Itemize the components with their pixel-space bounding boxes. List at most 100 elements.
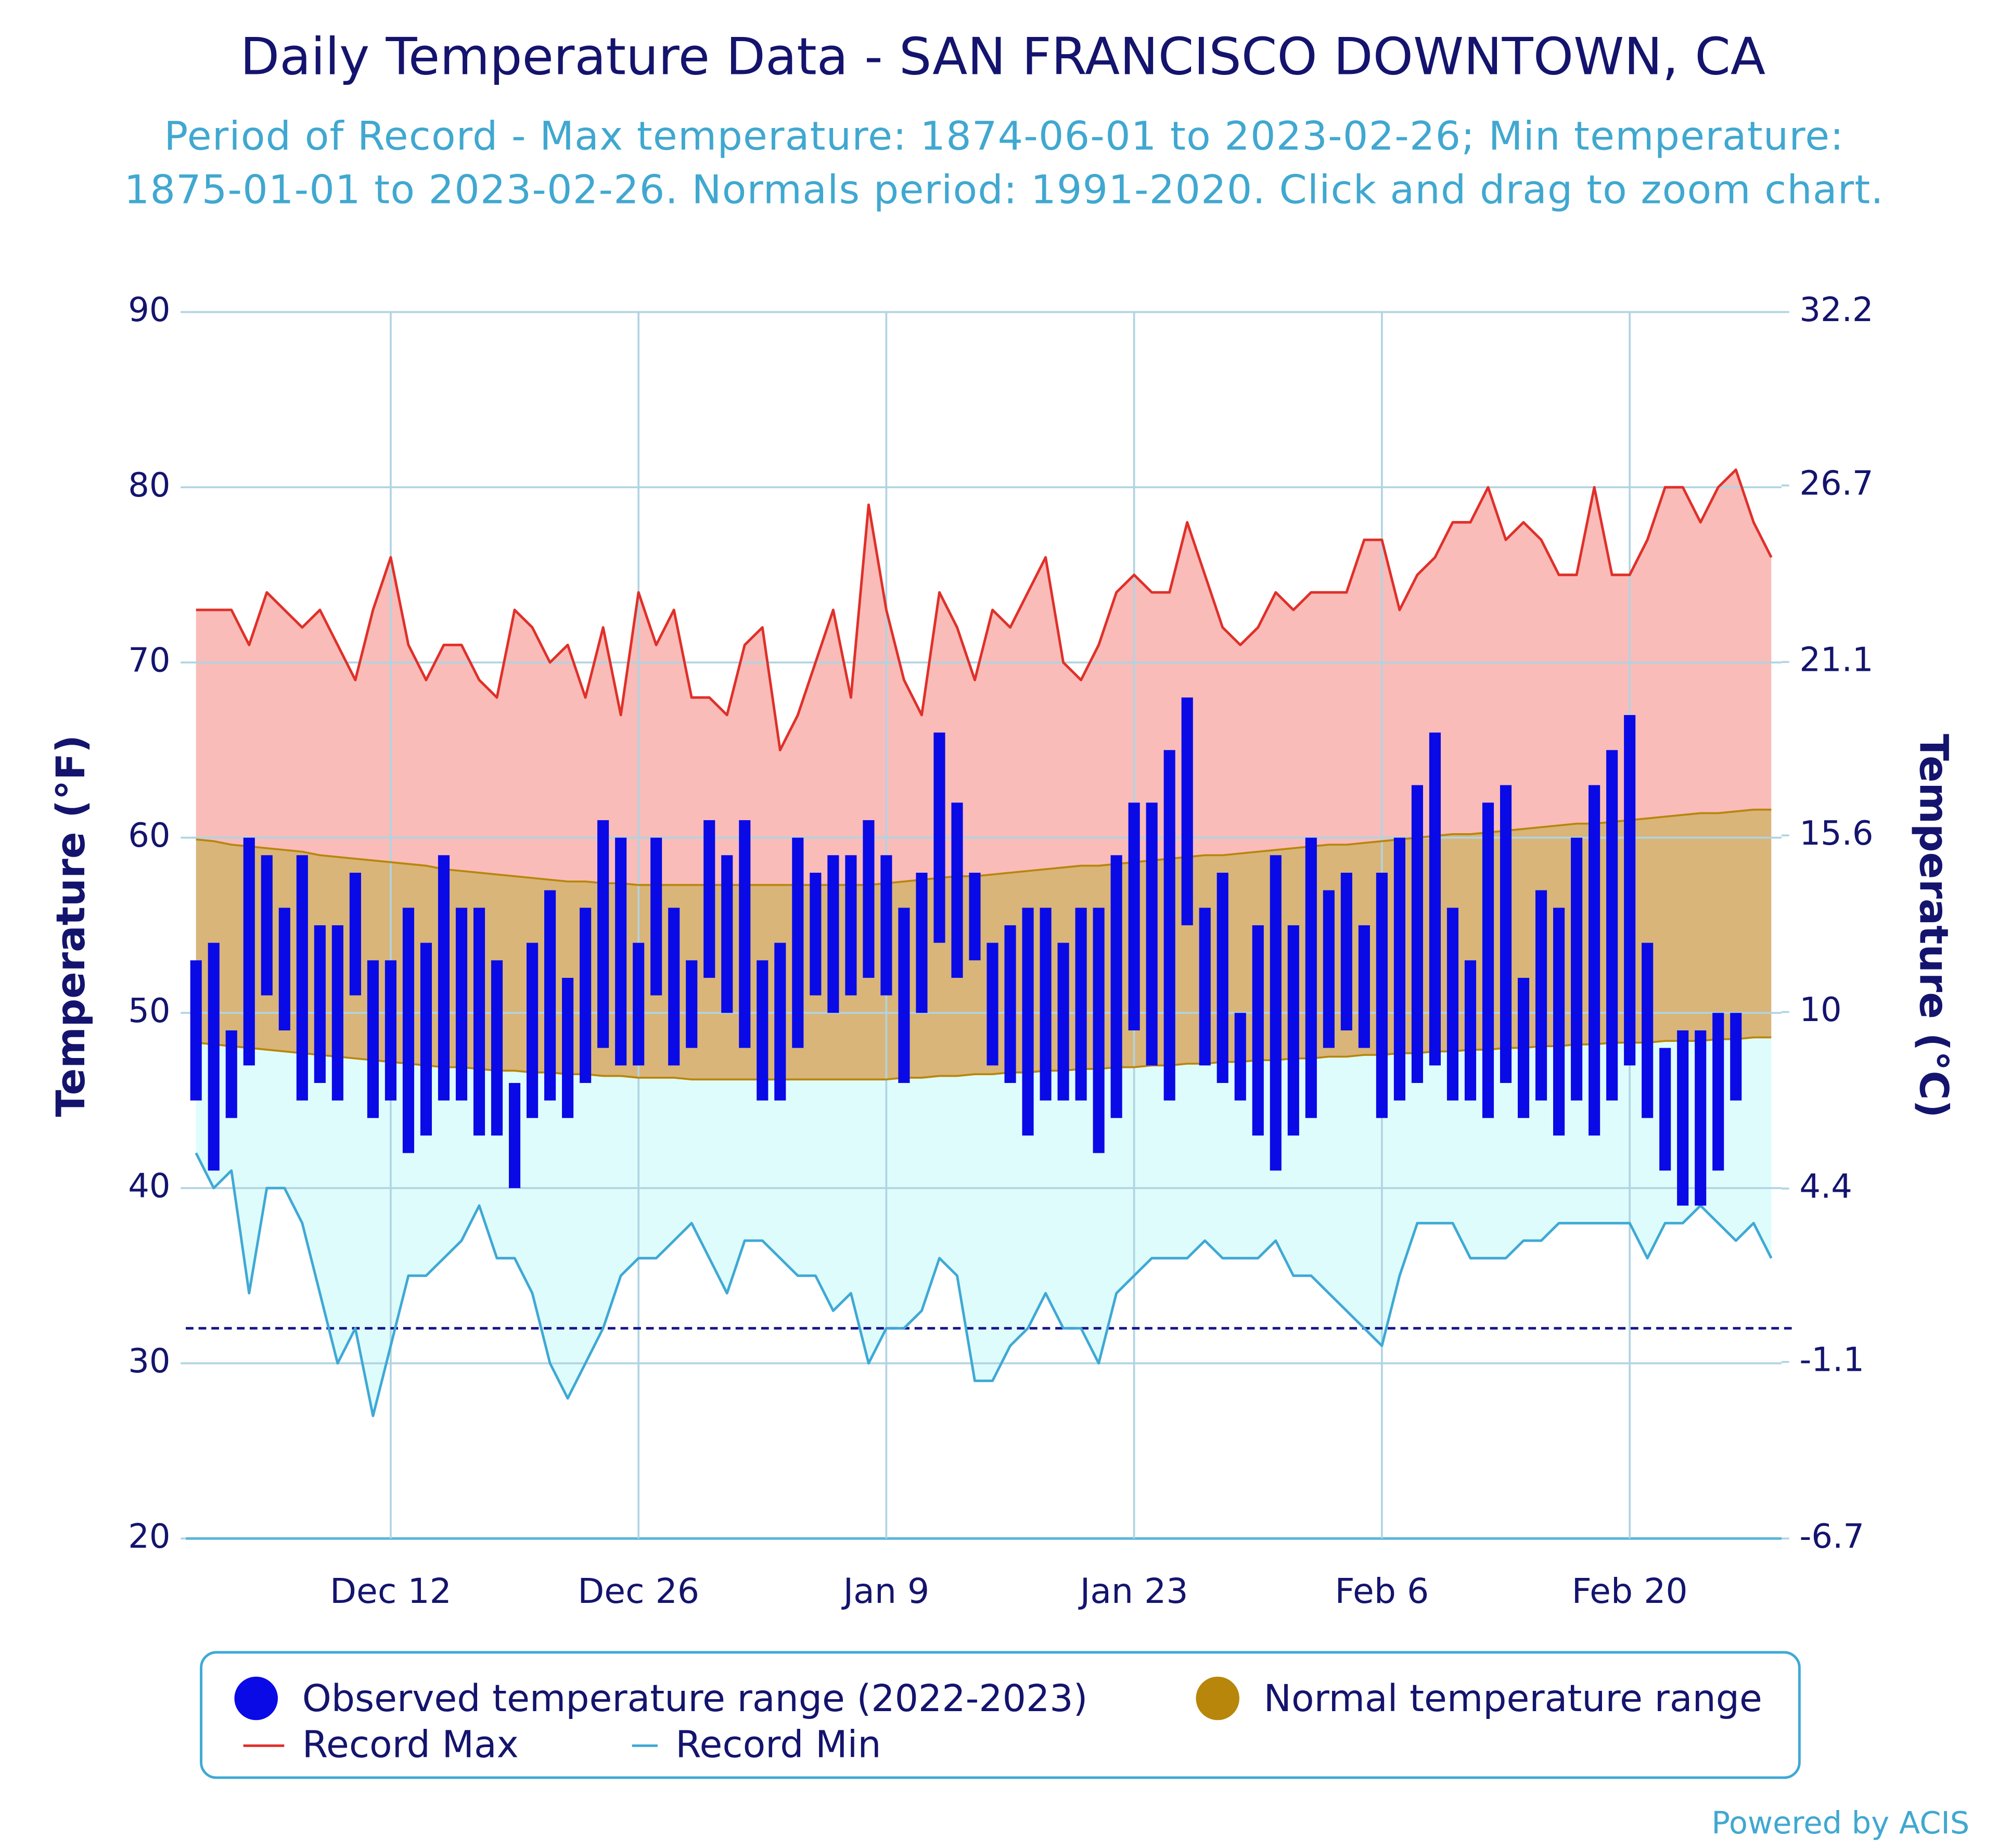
chart-subtitle: Period of Record - Max temperature: 1874… (124, 113, 1884, 214)
observed-bar (1022, 908, 1034, 1136)
x-tick-label: Dec 12 (330, 1571, 452, 1611)
observed-bar (845, 855, 857, 996)
y-tick-label: 30 (128, 1342, 170, 1381)
x-tick-label: Jan 23 (1078, 1571, 1188, 1611)
observed-bar (1340, 872, 1352, 1030)
observed-bar (1110, 855, 1122, 1118)
observed-bar (225, 1030, 237, 1118)
legend-marker (234, 1676, 278, 1720)
legend-label: Record Max (302, 1723, 519, 1766)
observed-bar (1146, 802, 1158, 1066)
observed-bar (1305, 837, 1317, 1118)
observed-bar (473, 908, 485, 1136)
observed-bar (1553, 908, 1565, 1136)
observed-bar (1677, 1030, 1689, 1206)
observed-bar (987, 942, 998, 1066)
observed-bar (1181, 697, 1193, 925)
record-min-line (195, 1152, 1773, 1418)
observed-bar (1252, 925, 1264, 1136)
observed-bar (261, 855, 273, 996)
observed-bar (757, 960, 769, 1101)
y-tick-label: 20 (128, 1518, 170, 1556)
observed-bar (739, 820, 751, 1048)
observed-bar (1695, 1030, 1707, 1206)
y2-tick-label: 15.6 (1799, 814, 1873, 853)
labels: 20 30 40 50 60 70 80 90 -6.7 -1.1 4.4 10 15.6 21.1 26.… (128, 291, 1873, 1611)
observed-bar (1270, 855, 1282, 1171)
observed-bar (774, 942, 786, 1101)
y2-tick-label: -6.7 (1799, 1518, 1864, 1556)
observed-bar (1057, 942, 1069, 1101)
x-tick-label: Feb 6 (1335, 1571, 1429, 1611)
y-tick-label: 50 (128, 992, 170, 1030)
y2-tick-label: 26.7 (1799, 464, 1873, 503)
observed-bar (810, 872, 822, 996)
y-tick-label: 40 (128, 1167, 170, 1206)
y-tick-label: 80 (128, 466, 170, 505)
legend-marker (1196, 1676, 1239, 1720)
observed-bar (1642, 942, 1654, 1118)
observed-bar (544, 890, 556, 1101)
observed-bar (1093, 908, 1105, 1153)
observed-bar (863, 820, 875, 978)
observed-bar (1446, 908, 1459, 1101)
observed-bar (703, 820, 715, 978)
observed-bar (1234, 1013, 1246, 1101)
observed-bar (1500, 785, 1512, 1083)
observed-bar (438, 855, 450, 1101)
observed-bar (1517, 977, 1530, 1118)
observed-bar (615, 837, 627, 1066)
legend: Observed temperature range (2022-2023) No… (234, 1676, 1762, 1766)
y-tick-label: 70 (128, 642, 170, 680)
observed-bar (633, 942, 645, 1066)
observed-bar (1358, 925, 1370, 1048)
observed-bar (1393, 837, 1405, 1101)
y-tick-label: 60 (128, 817, 170, 855)
legend-label: Record Min (675, 1723, 881, 1766)
observed-bar (1624, 715, 1636, 1066)
observed-bar (562, 977, 574, 1118)
observed-bar (827, 855, 839, 1013)
observed-bar (1199, 908, 1211, 1066)
subtitle-box: Period of Record - Max temperature: 1874… (124, 113, 1884, 214)
record-max-line (196, 468, 1773, 751)
x-tick-label: Jan 9 (841, 1571, 930, 1611)
observed-bar (1571, 837, 1583, 1101)
observed-bar (491, 960, 503, 1136)
observed-bar (933, 732, 945, 943)
observed-bar (367, 960, 379, 1118)
observed-bar (597, 820, 609, 1048)
observed-bar (1004, 925, 1016, 1083)
bars (190, 697, 1742, 1206)
observed-bar (278, 908, 290, 1030)
observed-bar (1411, 785, 1424, 1083)
observed-bar (686, 960, 698, 1048)
y2-axis-title: Temperature (°C) (1911, 734, 1957, 1118)
legend-label: Normal temperature range (1264, 1677, 1762, 1720)
observed-bar (1323, 890, 1335, 1048)
observed-bar (296, 855, 308, 1101)
observed-bar (916, 872, 928, 1013)
observed-bar (1128, 802, 1140, 1030)
y-tick-label: 90 (128, 291, 170, 329)
observed-bar (650, 837, 662, 996)
chart-title: Daily Temperature Data - SAN FRANCISCO D… (240, 27, 1766, 86)
observed-bar (314, 925, 326, 1083)
x-tick-label: Dec 26 (578, 1571, 699, 1611)
observed-bar (1589, 785, 1600, 1136)
y-axis-title: Temperature (°F) (47, 735, 94, 1117)
observed-bar (1376, 872, 1388, 1118)
legend-label: Observed temperature range (2022-2023) (302, 1677, 1088, 1720)
observed-bar (792, 837, 804, 1048)
y2-tick-label: 32.2 (1799, 291, 1873, 329)
observed-bar (1482, 802, 1494, 1118)
observed-bar (349, 872, 361, 996)
observed-bar (1712, 1013, 1724, 1171)
observed-bar (1464, 960, 1477, 1101)
observed-bar (1659, 1048, 1671, 1171)
observed-bar (1040, 908, 1052, 1101)
observed-bar (1287, 925, 1299, 1136)
observed-bar (880, 855, 892, 996)
y2-tick-label: -1.1 (1799, 1341, 1864, 1380)
